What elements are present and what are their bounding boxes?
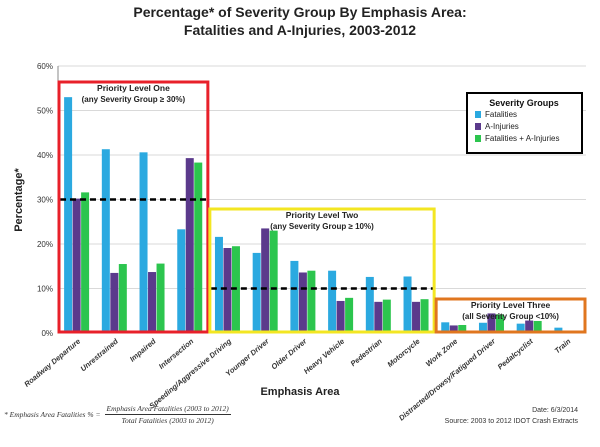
priority-box-title: Priority Level Two [286,210,359,220]
bar-a-injuries [525,320,534,333]
x-tick-label: Unrestrained [79,336,121,373]
bar-a-injuries [374,301,383,333]
formula-numerator: Emphasis Area Fatalities (2003 to 2012) [104,404,231,415]
footer-source: Source: 2003 to 2012 IDOT Crash Extracts [444,418,578,425]
bar-fatalities-a-injuries [194,162,203,333]
legend-entry: Fatalities + A-Injuries [485,134,559,143]
legend-box [466,92,583,154]
priority-box [57,80,210,334]
bar-fatalities-a-injuries [118,264,127,333]
bar-fatalities-a-injuries [382,299,391,333]
legend-swatch [475,111,481,118]
chart-title-line1: Percentage* of Severity Group By Emphasi… [133,4,467,20]
y-tick-label: 10% [37,285,53,294]
bar-fatalities-a-injuries [156,263,165,333]
footnote-formula: * Emphasis Area Fatalities % = Emphasis … [4,404,231,425]
priority-box-subtitle: (all Severity Group <10%) [462,312,559,321]
x-tick-label: Work Zone [424,337,459,369]
bar-fatalities [516,323,525,333]
bar-a-injuries [110,272,119,333]
priority-box [208,207,436,334]
x-tick-label: Older Driver [269,336,309,371]
bar-fatalities [177,229,186,333]
bar-fatalities [441,322,450,333]
bar-fatalities [290,260,299,333]
x-tick-label: Roadway Departure [22,337,82,389]
y-tick-label: 0% [41,329,53,338]
footer-date: Date: 6/3/2014 [532,407,578,414]
bar-a-injuries [148,272,157,333]
bar-a-injuries [185,158,194,333]
bar-fatalities [252,252,261,333]
priority-box [434,297,587,334]
x-axis-label: Emphasis Area [260,386,340,398]
bar-fatalities [101,149,110,333]
x-tick-label: Heavy Vehicle [302,337,346,376]
bar-a-injuries [298,272,307,333]
y-tick-label: 20% [37,240,53,249]
bar-fatalities-a-injuries [495,314,504,333]
bar-a-injuries [72,198,81,333]
bar-fatalities [328,270,337,333]
bar-a-injuries [223,248,232,333]
legend-swatch [475,135,481,142]
bar-fatalities [139,152,148,333]
formula-lhs: * Emphasis Area Fatalities % = [4,410,101,419]
x-tick-label: Motorcycle [385,337,421,369]
priority-box-title: Priority Level Three [471,300,551,310]
bar-fatalities [214,236,223,333]
bar-fatalities [478,322,487,333]
formula-denominator: Total Fatalities (2003 to 2012) [121,416,214,425]
bar-fatalities [403,276,412,333]
bar-fatalities-a-injuries [81,192,90,333]
x-tick-label: Pedestrian [349,336,384,368]
y-tick-label: 50% [37,107,53,116]
y-tick-label: 30% [37,196,53,205]
priority-box-subtitle: (any Severity Group ≥ 30%) [82,95,186,104]
priority-box-title: Priority Level One [97,83,170,93]
legend-title: Severity Groups [489,98,559,108]
bar-fatalities-a-injuries [533,320,542,333]
y-tick-label: 40% [37,151,53,160]
bar-fatalities [64,97,73,334]
y-tick-label: 60% [37,62,53,71]
legend-entry: A-Injuries [485,122,519,131]
x-tick-label: Impaired [128,336,158,363]
bar-fatalities [365,276,374,333]
bar-a-injuries [449,325,458,333]
bar-fatalities-a-injuries [307,270,316,333]
legend-swatch [475,123,481,130]
bar-a-injuries [487,313,496,333]
chart-title-line2: Fatalities and A-Injuries, 2003-2012 [183,22,417,38]
y-axis-label: Percentage* [13,167,25,231]
bar-a-injuries [336,300,345,333]
bar-a-injuries [412,301,421,333]
bar-fatalities-a-injuries [458,324,467,333]
priority-box-subtitle: (any Severity Group ≥ 10%) [270,222,374,231]
bar-fatalities-a-injuries [420,299,429,333]
legend-entry: Fatalities [485,110,517,119]
formula-fraction: Emphasis Area Fatalities (2003 to 2012) … [104,404,231,425]
bar-fatalities [554,327,563,333]
bar-fatalities-a-injuries [345,297,354,333]
x-tick-label: Pedalcyclist [496,336,535,371]
bar-a-injuries [261,228,270,333]
bar-fatalities-a-injuries [269,230,278,333]
x-tick-label: Intersection [157,336,196,370]
x-tick-label: Train [553,336,573,355]
